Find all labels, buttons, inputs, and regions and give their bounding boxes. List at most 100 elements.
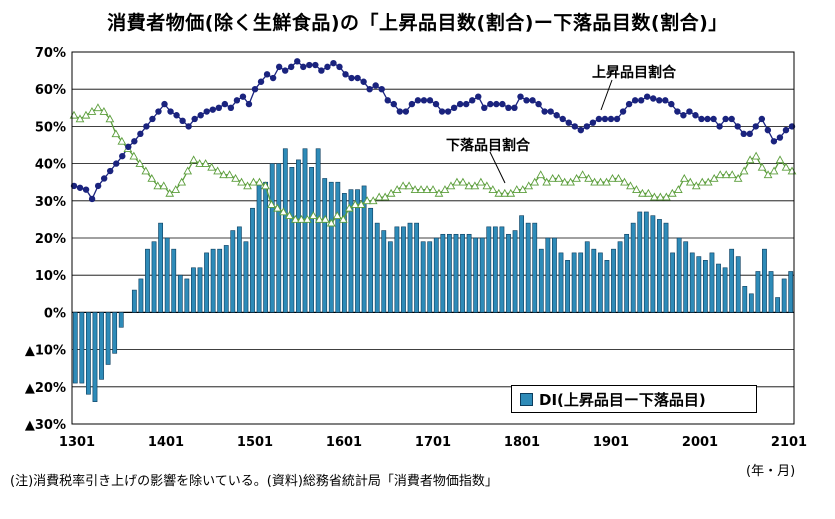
di-bar <box>296 159 301 313</box>
falling-point <box>727 170 737 179</box>
rising-point <box>493 100 500 108</box>
falling-point <box>554 173 564 182</box>
rising-point <box>119 152 126 160</box>
falling-point <box>673 185 683 193</box>
falling-point <box>362 196 372 205</box>
di-bar <box>617 241 623 313</box>
falling-point <box>141 166 151 175</box>
x-tick-label: 1701 <box>415 435 451 450</box>
di-bar <box>414 222 419 313</box>
di-bar <box>204 252 209 313</box>
di-bar <box>702 260 708 313</box>
rising-point <box>517 93 524 100</box>
rising-point <box>125 143 132 151</box>
rising-point <box>764 126 772 134</box>
falling-point <box>518 185 528 193</box>
rising-point <box>523 97 530 104</box>
di-bar <box>453 233 459 313</box>
falling-point <box>632 185 641 193</box>
rising-point <box>595 115 603 123</box>
di-bar <box>210 248 216 313</box>
rising-point <box>173 112 180 119</box>
di-bar <box>538 248 544 313</box>
di-bar <box>138 278 144 313</box>
falling-point <box>69 110 79 119</box>
falling-point <box>392 185 402 193</box>
di-bar <box>315 148 321 313</box>
di-bar <box>722 267 728 313</box>
rising-point <box>402 108 410 115</box>
di-bar <box>473 237 479 313</box>
y-tick-label: 60% <box>35 83 66 98</box>
rising-point <box>577 126 585 134</box>
rising-point <box>462 100 470 108</box>
di-bar <box>145 248 150 313</box>
di-bar <box>177 274 183 313</box>
x-tick-label: 2101 <box>771 435 807 450</box>
rising-point <box>716 123 723 130</box>
rising-point <box>82 186 90 193</box>
falling-point <box>542 177 552 186</box>
di-bar <box>355 189 360 313</box>
rising-point <box>330 59 337 67</box>
falling-point <box>386 188 396 197</box>
falling-point <box>685 177 695 186</box>
rising-point <box>553 112 560 119</box>
di-bars <box>72 148 794 402</box>
rising-point <box>300 63 307 71</box>
falling-point <box>279 207 288 216</box>
falling-point <box>709 173 719 182</box>
falling-point <box>225 170 234 179</box>
rising-point <box>499 100 506 108</box>
rising-point <box>88 195 96 203</box>
falling-point <box>590 177 599 186</box>
falling-point <box>249 177 258 186</box>
di-bar <box>151 241 157 313</box>
rising-point <box>426 97 434 104</box>
series-lines <box>73 60 793 224</box>
falling-point <box>572 173 581 182</box>
rising-point <box>239 93 247 100</box>
x-tick-label: 2001 <box>682 435 718 450</box>
rising-point <box>312 61 319 69</box>
falling-point <box>536 170 546 179</box>
di-bar <box>775 297 780 313</box>
di-bar <box>624 233 630 313</box>
label-rising-series: 上昇品目割合 <box>592 65 676 81</box>
di-bar <box>447 233 452 313</box>
footnote: (注)消費税率引き上げの影響を除いている。(資料)総務省統計局「消費者物価指数」 <box>10 474 498 489</box>
di-bar <box>499 226 505 313</box>
rising-point <box>680 112 687 119</box>
di-bar <box>309 167 314 313</box>
di-bar <box>118 312 124 328</box>
y-tick-label: ▲30% <box>25 418 66 433</box>
di-bar <box>597 252 603 313</box>
rising-point <box>565 119 572 126</box>
falling-point <box>207 162 216 171</box>
falling-point <box>769 166 779 175</box>
di-bar <box>729 248 735 313</box>
di-bar <box>716 263 721 313</box>
rising-point <box>444 108 452 115</box>
rising-point <box>155 108 162 115</box>
di-bar <box>348 189 354 313</box>
di-bar <box>611 248 616 313</box>
plot-frame <box>71 51 795 425</box>
falling-point <box>153 181 163 190</box>
rising-point <box>215 104 223 112</box>
falling-point <box>661 192 671 201</box>
falling-point <box>440 185 450 193</box>
di-bar <box>250 207 255 313</box>
falling-point <box>332 211 342 220</box>
rising-point <box>378 86 385 93</box>
di-bar <box>604 260 610 313</box>
y-tick-label: ▲20% <box>25 381 66 396</box>
falling-point <box>512 185 522 193</box>
rising-point <box>740 130 747 138</box>
di-bar <box>328 181 334 313</box>
di-bar <box>256 181 262 313</box>
falling-point <box>416 185 426 193</box>
rising-point <box>263 71 271 78</box>
di-bar <box>341 193 347 313</box>
